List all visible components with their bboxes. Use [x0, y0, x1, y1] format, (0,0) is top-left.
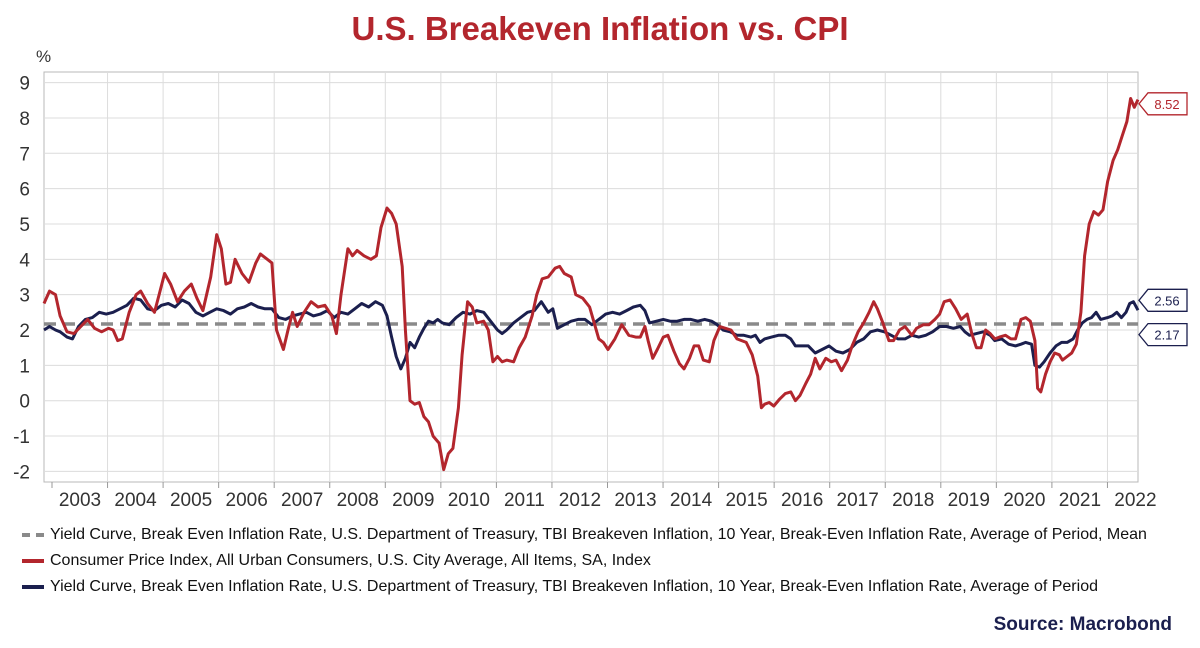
y-tick-label: 1 [19, 356, 30, 377]
x-tick-label: 2010 [448, 490, 490, 511]
x-tick-label: 2016 [781, 490, 823, 511]
x-tick-label: 2012 [559, 490, 601, 511]
x-tick-label: 2005 [170, 490, 212, 511]
y-axis-ticks: -2 -1 0 1 2 3 4 5 6 7 8 9 [13, 74, 30, 484]
y-tick-label: 3 [19, 286, 30, 307]
legend-item-cpi: Consumer Price Index, All Urban Consumer… [22, 548, 1147, 574]
grid [44, 72, 1138, 482]
series-cpi-line [42, 97, 1140, 472]
end-labels: 8.52 2.56 2.17 [1138, 92, 1188, 347]
legend-label-cpi: Consumer Price Index, All Urban Consumer… [50, 552, 651, 569]
y-tick-label: 7 [19, 144, 30, 165]
y-tick-label: -1 [13, 427, 30, 448]
legend-item-breakeven: Yield Curve, Break Even Inflation Rate, … [22, 574, 1147, 600]
x-tick-label: 2019 [948, 490, 990, 511]
x-axis-ticks: 2003 2004 2005 2006 2007 2008 2009 2010 2011 2012… [51, 482, 1157, 511]
legend-swatch-breakeven [22, 585, 44, 589]
x-tick-label: 2021 [1059, 490, 1101, 511]
source-note: Source: Macrobond [993, 614, 1172, 635]
x-tick-label: 2022 [1114, 490, 1156, 511]
x-tick-label: 2018 [892, 490, 934, 511]
x-tick-label: 2008 [337, 490, 379, 511]
plot-area [43, 71, 1139, 483]
legend-item-mean: Yield Curve, Break Even Inflation Rate, … [22, 522, 1147, 548]
svg-text:2.17: 2.17 [1154, 328, 1179, 343]
x-tick-label: 2015 [725, 490, 767, 511]
y-tick-label: 9 [19, 74, 30, 95]
y-tick-label: 0 [19, 392, 30, 413]
x-tick-label: 2007 [281, 490, 323, 511]
end-label-cpi: 8.52 [1138, 92, 1188, 116]
x-tick-label: 2017 [837, 490, 879, 511]
x-tick-label: 2006 [226, 490, 268, 511]
end-label-breakeven: 2.56 [1138, 288, 1188, 312]
y-axis-label: % [36, 47, 51, 66]
x-tick-label: 2011 [504, 490, 545, 511]
x-tick-label: 2013 [614, 490, 656, 511]
y-tick-label: 6 [19, 180, 30, 201]
legend: Yield Curve, Break Even Inflation Rate, … [22, 522, 1147, 600]
legend-label-breakeven: Yield Curve, Break Even Inflation Rate, … [50, 578, 1098, 595]
x-tick-label: 2020 [1003, 490, 1045, 511]
legend-label-mean: Yield Curve, Break Even Inflation Rate, … [50, 526, 1147, 543]
legend-swatch-mean [22, 533, 44, 537]
x-tick-label: 2003 [59, 490, 101, 511]
y-tick-label: 8 [19, 109, 30, 130]
y-tick-label: 2 [19, 321, 30, 342]
y-tick-label: 5 [19, 215, 30, 236]
series-group [42, 97, 1140, 472]
legend-swatch-cpi [22, 559, 44, 563]
end-label-mean: 2.17 [1138, 322, 1188, 347]
chart-title: U.S. Breakeven Inflation vs. CPI [351, 10, 849, 47]
y-tick-label: -2 [13, 462, 30, 483]
svg-text:8.52: 8.52 [1154, 97, 1179, 112]
y-tick-label: 4 [19, 250, 30, 271]
x-tick-label: 2004 [114, 490, 157, 511]
series-breakeven-line [43, 296, 1140, 371]
x-tick-label: 2009 [392, 490, 434, 511]
svg-text:2.56: 2.56 [1154, 293, 1179, 308]
x-tick-label: 2014 [670, 490, 713, 511]
